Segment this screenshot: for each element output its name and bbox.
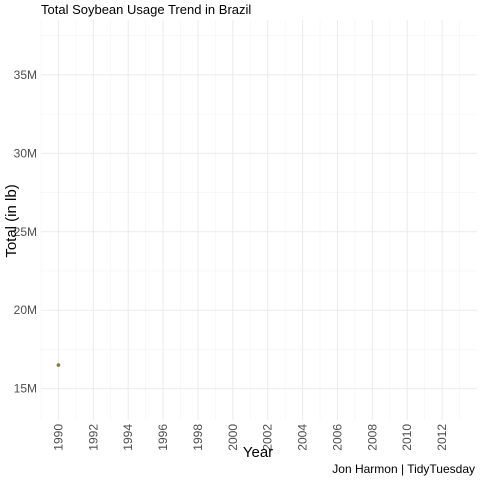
x-tick-label: 1990: [51, 424, 65, 451]
x-axis-ticks: 1990 1992 1994 1996 1998 2000 2002 2004 2006 2008…: [51, 424, 449, 451]
x-tick-label: 1992: [86, 424, 100, 451]
x-tick-label: 2000: [226, 424, 240, 451]
x-tick-label: 1994: [121, 424, 135, 451]
x-tick-label: 2010: [400, 424, 414, 451]
x-tick-label: 2012: [435, 424, 449, 451]
x-tick-label: 2002: [261, 424, 275, 451]
y-tick-label: 20M: [14, 303, 37, 317]
x-tick-label: 1998: [191, 424, 205, 451]
y-tick-label: 30M: [14, 146, 37, 160]
x-tick-label: 2004: [296, 424, 310, 451]
y-tick-label: 35M: [14, 68, 37, 82]
x-axis-title: Year: [243, 444, 273, 461]
y-axis-ticks: 15M 20M 25M 30M 35M: [14, 68, 37, 396]
caption: Jon Harmon | TidyTuesday: [332, 462, 475, 476]
y-axis-title: Total (in lb): [3, 184, 20, 257]
data-point: [56, 363, 61, 367]
plot-grid: [40, 20, 477, 420]
chart-title: Total Soybean Usage Trend in Brazil: [41, 2, 251, 17]
x-tick-label: 2006: [330, 424, 344, 451]
x-tick-label: 1996: [156, 424, 170, 451]
y-tick-label: 15M: [14, 382, 37, 396]
x-tick-label: 2008: [365, 424, 379, 451]
data-points: [56, 363, 61, 367]
y-tick-label: 25M: [14, 225, 37, 239]
